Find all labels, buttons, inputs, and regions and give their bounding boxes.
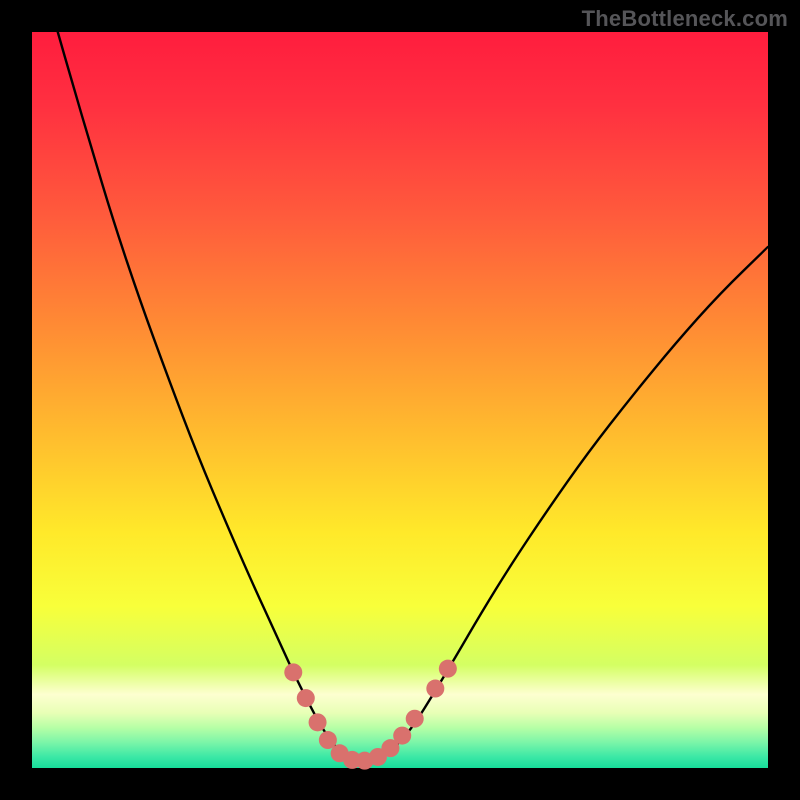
highlight-dot (297, 689, 315, 707)
highlight-dot (426, 680, 444, 698)
highlight-dot (284, 663, 302, 681)
bottleneck-chart (0, 0, 800, 800)
watermark-text: TheBottleneck.com (582, 6, 788, 32)
chart-container: TheBottleneck.com (0, 0, 800, 800)
highlight-dot (406, 710, 424, 728)
highlight-dot (309, 713, 327, 731)
highlight-dot (439, 660, 457, 678)
highlight-dot (393, 727, 411, 745)
plot-background (32, 32, 768, 768)
